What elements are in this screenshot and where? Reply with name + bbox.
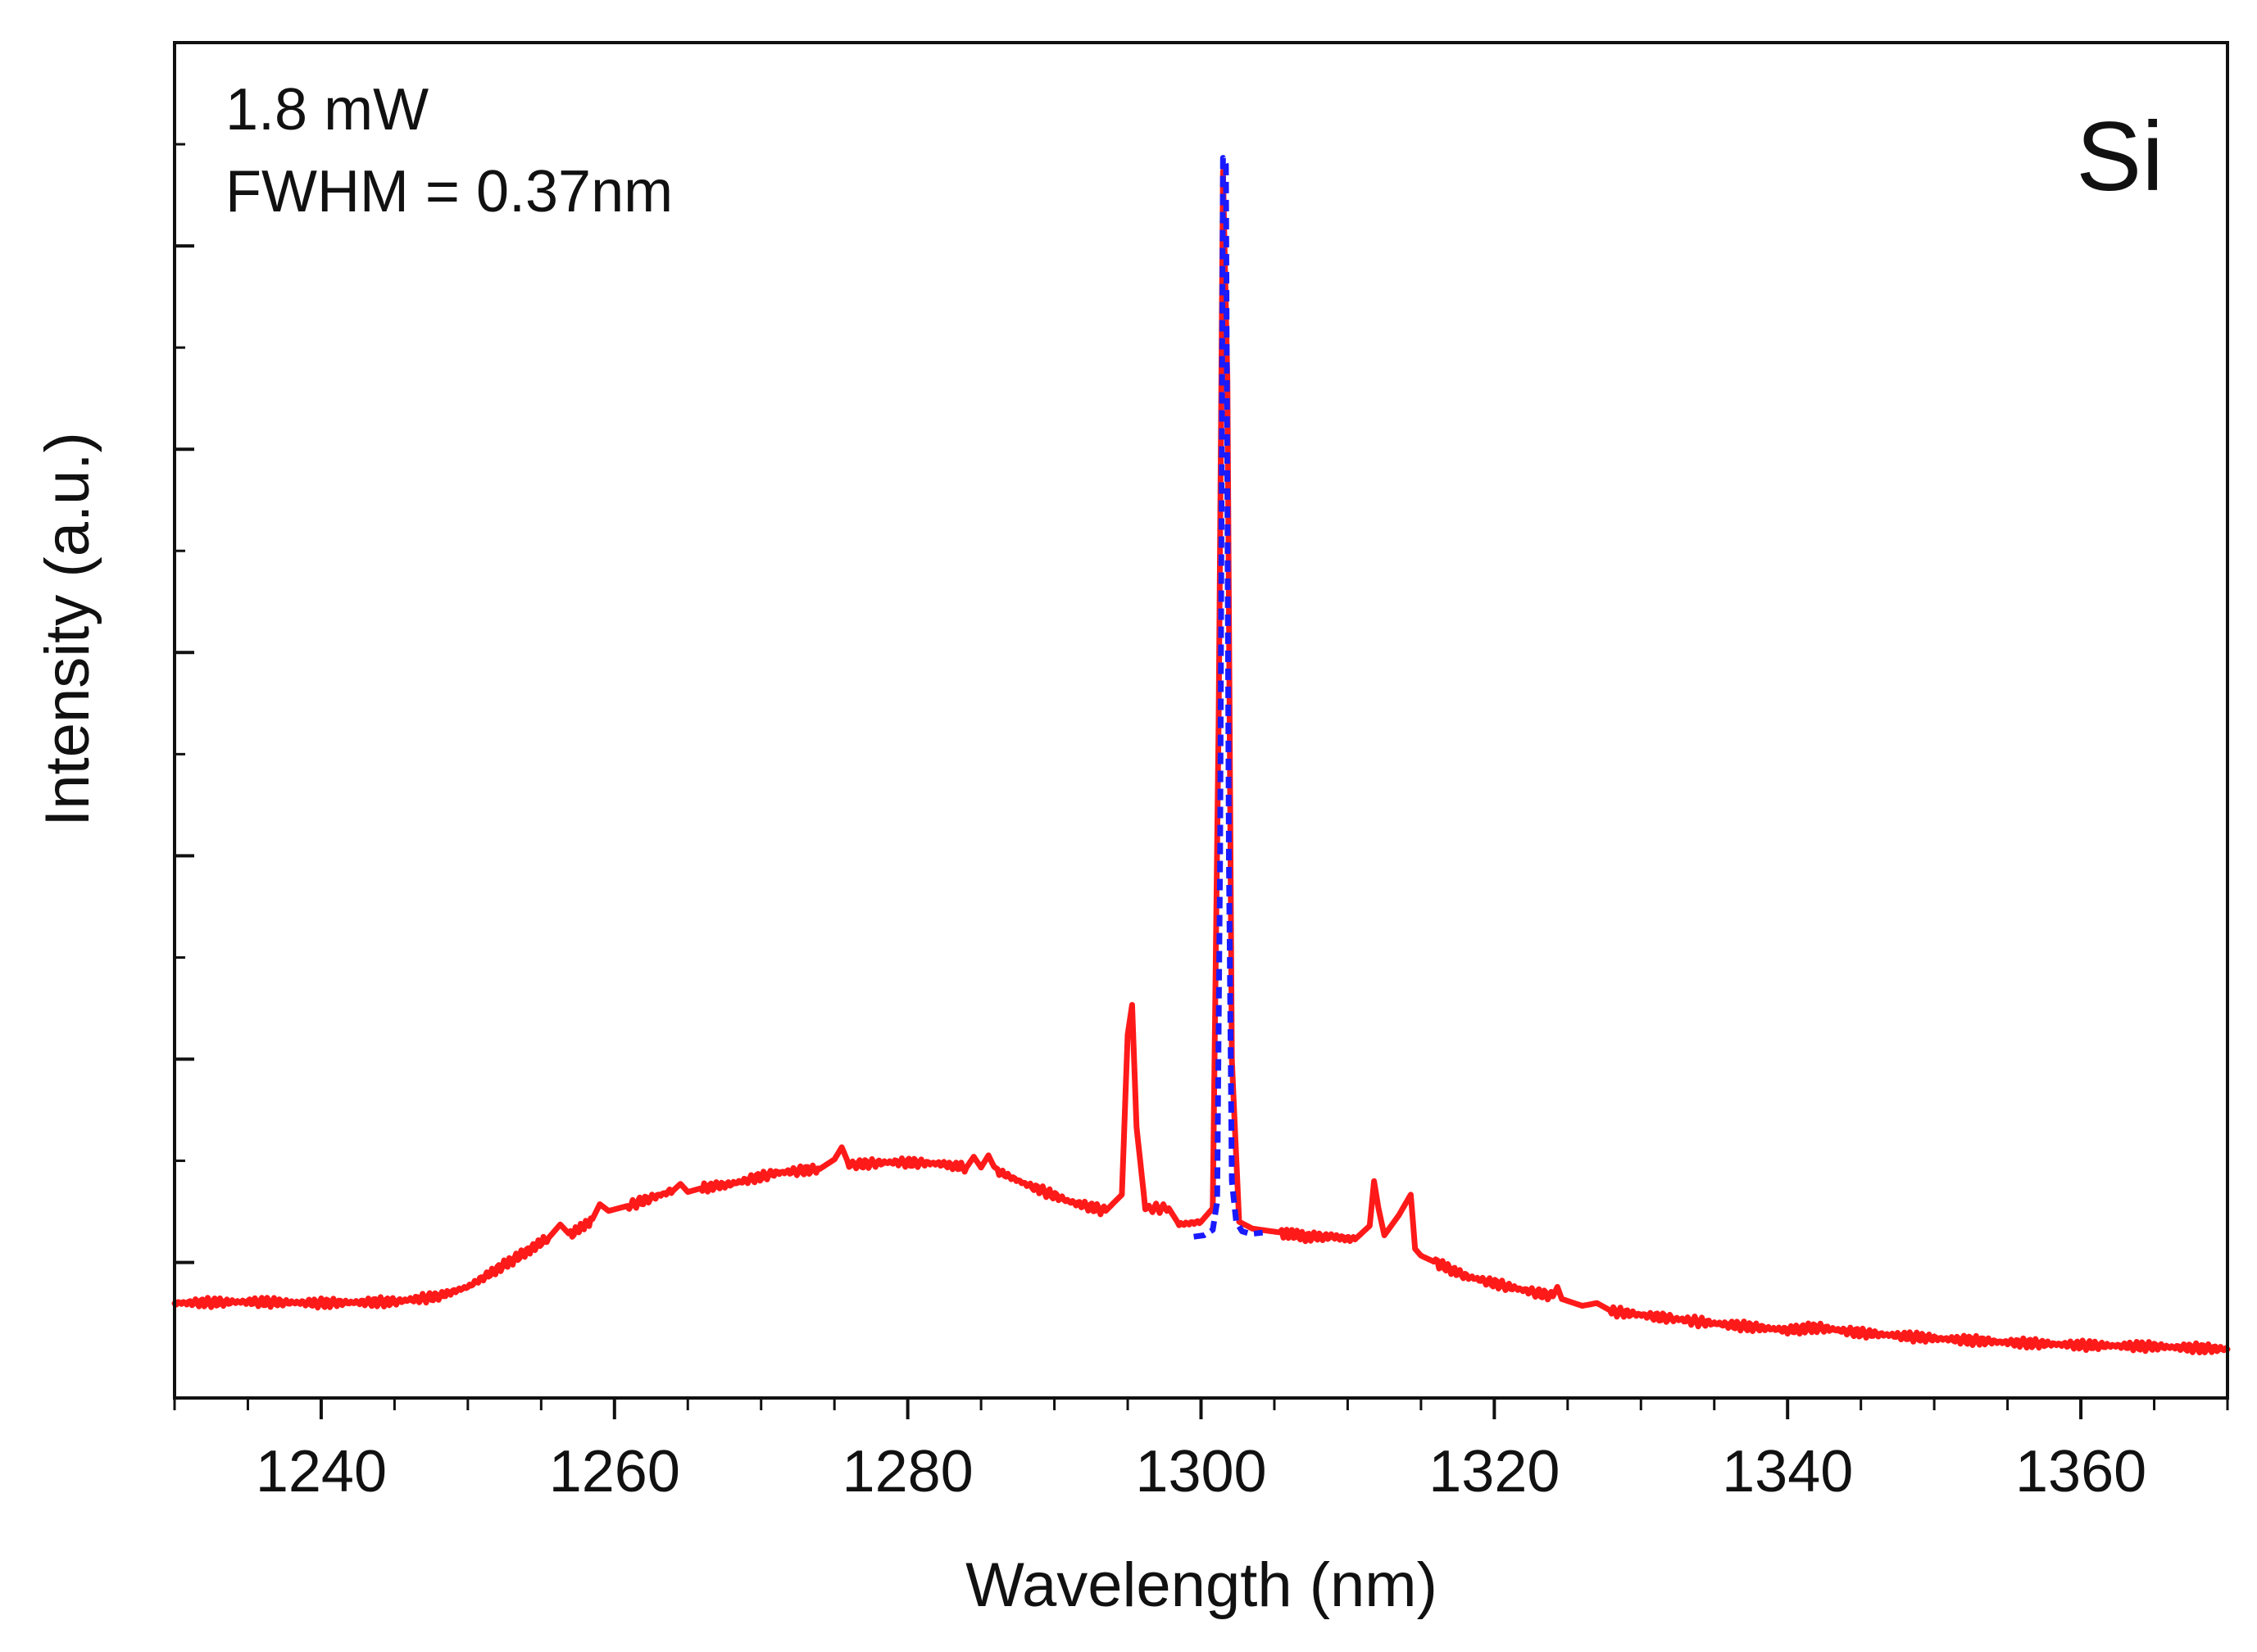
x-tick-label: 1240 — [256, 1439, 387, 1504]
plot-area — [171, 155, 2231, 1355]
series-line-spectrum — [171, 168, 2231, 1355]
x-axis-label: Wavelength (nm) — [965, 1550, 1437, 1620]
x-tick-label: 1360 — [2015, 1439, 2146, 1504]
x-tick-label: 1260 — [549, 1439, 680, 1504]
annotation-fwhm: FWHM = 0.37nm — [225, 159, 673, 225]
annotation-power: 1.8 mW — [225, 77, 429, 143]
annotation-material: Si — [2076, 102, 2164, 211]
x-tick-label: 1340 — [1722, 1439, 1853, 1504]
x-tick-label: 1300 — [1135, 1439, 1266, 1504]
y-axis-label: Intensity (a.u.) — [33, 432, 102, 827]
x-tick-label: 1320 — [1428, 1439, 1560, 1504]
x-tick-label: 1280 — [842, 1439, 974, 1504]
plot-frame — [173, 41, 2229, 1400]
axes: 1240 1260 1280 1300 1320 1340 1360 — [173, 41, 2229, 1504]
series-line-fit — [1193, 155, 1264, 1240]
